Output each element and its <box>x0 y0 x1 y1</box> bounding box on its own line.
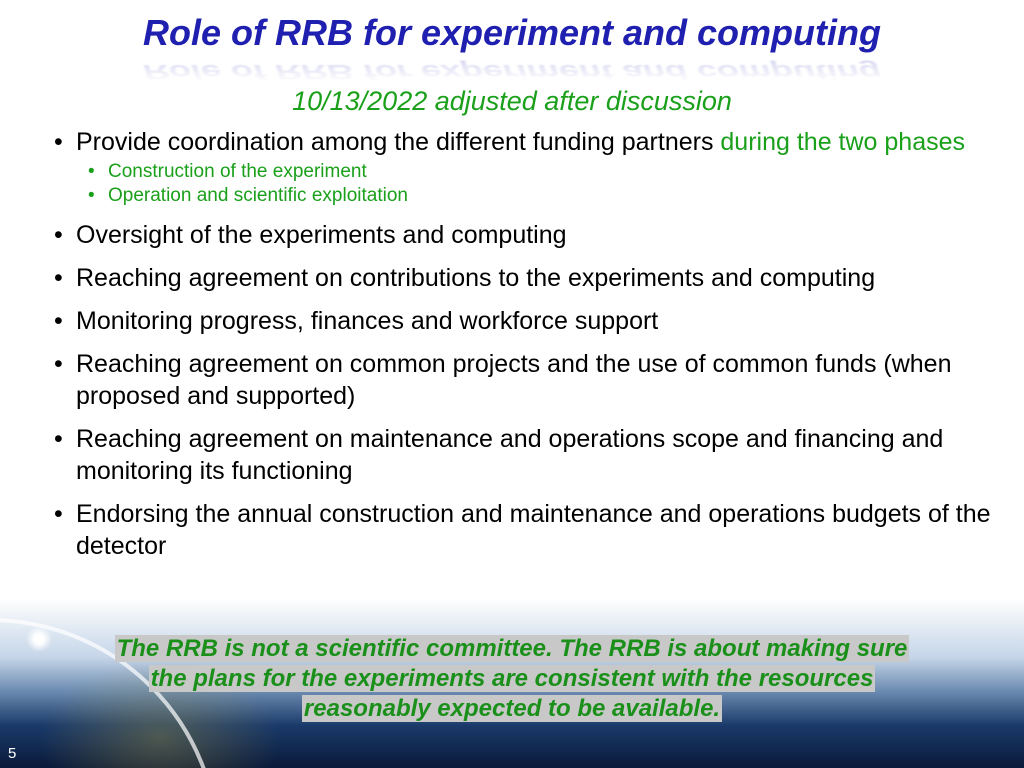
sub-bullet-item: Operation and scientific exploitation <box>76 184 994 208</box>
bullet-item: Monitoring progress, finances and workfo… <box>46 305 994 337</box>
slide-title-reflection: Role of RRB for experiment and computing <box>143 59 881 84</box>
slide-title: Role of RRB for experiment and computing <box>143 12 881 54</box>
content-area: Provide coordination among the different… <box>46 126 994 562</box>
footer-note: The RRB is not a scientific committee. T… <box>50 634 974 724</box>
bullet-text: Provide coordination among the different… <box>76 128 720 156</box>
bullet-item: Reaching agreement on contributions to t… <box>46 262 994 294</box>
title-block: Role of RRB for experiment and computing… <box>0 12 1024 93</box>
bullet-item: Oversight of the experiments and computi… <box>46 219 994 251</box>
page-number: 5 <box>8 745 16 762</box>
footer-line: The RRB is not a scientific committee. T… <box>115 635 910 662</box>
sub-bullet-item: Construction of the experiment <box>76 160 994 184</box>
sub-bullet-list: Construction of the experiment Operation… <box>76 160 994 208</box>
bullet-item: Endorsing the annual construction and ma… <box>46 498 994 562</box>
footer-line: reasonably expected to be available. <box>302 695 722 722</box>
glow-decoration <box>26 626 52 652</box>
bullet-list: Provide coordination among the different… <box>46 126 994 562</box>
bullet-item: Reaching agreement on common projects an… <box>46 348 994 412</box>
bullet-item: Reaching agreement on maintenance and op… <box>46 423 994 487</box>
bullet-item: Provide coordination among the different… <box>46 126 994 208</box>
bullet-text-accent: during the two phases <box>720 128 965 156</box>
slide-subtitle: 10/13/2022 adjusted after discussion <box>0 86 1024 117</box>
slide: Role of RRB for experiment and computing… <box>0 0 1024 768</box>
footer-line: the plans for the experiments are consis… <box>149 665 876 692</box>
